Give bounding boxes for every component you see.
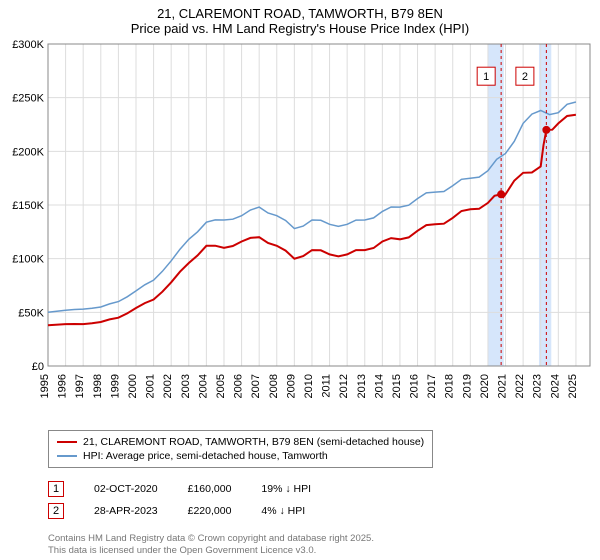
legend-swatch	[57, 441, 77, 443]
x-tick-label: 2011	[321, 374, 333, 398]
x-tick-label: 2013	[356, 374, 368, 398]
x-tick-label: 2010	[303, 374, 315, 398]
sale-row-price: £160,000	[188, 483, 232, 495]
sale-row-diff: 19% ↓ HPI	[261, 483, 311, 495]
sale-marker-dot	[542, 126, 550, 134]
sale-row-date: 28-APR-2023	[94, 505, 158, 517]
x-tick-label: 2004	[197, 374, 209, 398]
x-tick-label: 2006	[233, 374, 245, 398]
x-tick-label: 2008	[268, 374, 280, 398]
legend-row: 21, CLAREMONT ROAD, TAMWORTH, B79 8EN (s…	[57, 435, 424, 449]
x-tick-label: 1997	[74, 374, 86, 398]
legend-label: HPI: Average price, semi-detached house,…	[83, 450, 328, 462]
x-tick-label: 2025	[567, 374, 579, 398]
y-tick-label: £200K	[12, 146, 44, 158]
price-chart: £0 £50K £100K £150K £200K £250K £300K 1995 1996 1…	[0, 36, 600, 426]
x-tick-label: 2020	[479, 374, 491, 398]
sales-table: 1 02-OCT-2020 £160,000 19% ↓ HPI 2 28-APR-202…	[48, 478, 311, 522]
x-tick-label: 2003	[180, 374, 192, 398]
x-tick-label: 1999	[109, 374, 121, 398]
x-tick-label: 2015	[391, 374, 403, 398]
y-tick-label: £0	[32, 361, 44, 373]
sale-marker-badge-label: 2	[522, 71, 528, 83]
sale-row-diff: 4% ↓ HPI	[261, 505, 305, 517]
footer-line2: This data is licensed under the Open Gov…	[48, 545, 374, 556]
y-tick-label: £250K	[12, 93, 44, 105]
x-tick-label: 2016	[409, 374, 421, 398]
sale-row-price: £220,000	[188, 505, 232, 517]
legend-label: 21, CLAREMONT ROAD, TAMWORTH, B79 8EN (s…	[83, 436, 424, 448]
x-tick-label: 2014	[373, 374, 385, 398]
x-tick-label: 2002	[162, 374, 174, 398]
sale-marker-badge-label: 1	[483, 71, 489, 83]
x-tick-label: 2024	[549, 374, 561, 398]
legend-row: HPI: Average price, semi-detached house,…	[57, 449, 424, 463]
x-tick-label: 2012	[338, 374, 350, 398]
x-tick-label: 2018	[444, 374, 456, 398]
sale-marker-dot	[497, 190, 505, 198]
x-tick-label: 2017	[426, 374, 438, 398]
x-tick-label: 2023	[532, 374, 544, 398]
title-sub: Price paid vs. HM Land Registry's House …	[0, 21, 600, 36]
x-tick-label: 2001	[145, 374, 157, 398]
y-tick-label: £100K	[12, 254, 44, 266]
legend: 21, CLAREMONT ROAD, TAMWORTH, B79 8EN (s…	[48, 430, 433, 468]
legend-swatch	[57, 455, 77, 457]
x-tick-label: 2005	[215, 374, 227, 398]
x-tick-label: 2021	[497, 374, 509, 398]
sale-row-badge: 1	[48, 481, 64, 497]
sale-row-date: 02-OCT-2020	[94, 483, 158, 495]
x-tick-label: 2022	[514, 374, 526, 398]
title-main: 21, CLAREMONT ROAD, TAMWORTH, B79 8EN	[0, 6, 600, 21]
x-tick-label: 1998	[92, 374, 104, 398]
y-tick-label: £50K	[18, 307, 44, 319]
x-tick-label: 1996	[57, 374, 69, 398]
x-tick-label: 1995	[39, 374, 51, 398]
y-tick-label: £150K	[12, 200, 44, 212]
sale-row-badge: 2	[48, 503, 64, 519]
sale-row: 2 28-APR-2023 £220,000 4% ↓ HPI	[48, 500, 311, 522]
footer-attribution: Contains HM Land Registry data © Crown c…	[48, 533, 374, 556]
x-tick-label: 2019	[461, 374, 473, 398]
y-tick-label: £300K	[12, 39, 44, 51]
x-tick-label: 2009	[285, 374, 297, 398]
sale-row: 1 02-OCT-2020 £160,000 19% ↓ HPI	[48, 478, 311, 500]
x-tick-label: 2007	[250, 374, 262, 398]
footer-line1: Contains HM Land Registry data © Crown c…	[48, 533, 374, 544]
x-tick-label: 2000	[127, 374, 139, 398]
